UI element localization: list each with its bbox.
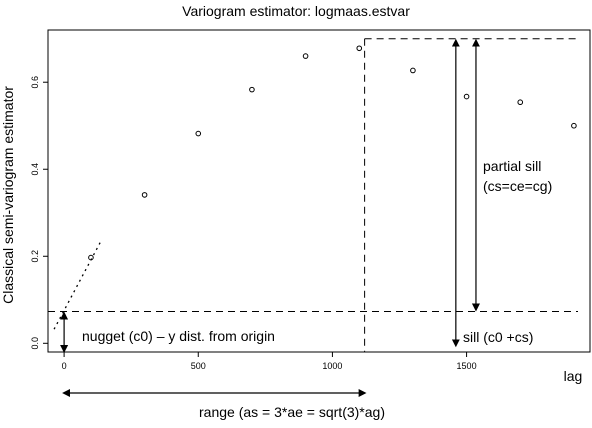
sill-annotation: sill (c0 +cs) — [463, 329, 533, 345]
data-point — [141, 192, 148, 198]
range-annotation: range (as = 3*ae = sqrt(3)*ag) — [199, 404, 385, 420]
data-point — [410, 67, 416, 74]
data-points — [88, 45, 577, 261]
axes: 0 500 1000 1500 0.0 0.2 0.4 0.6 — [30, 76, 477, 371]
chart-title: Variogram estimator: logmaas.estvar — [182, 3, 410, 19]
data-point — [195, 130, 202, 137]
y-tick-label: 0.6 — [30, 76, 40, 89]
guide-lines — [48, 38, 578, 352]
data-point — [356, 45, 363, 52]
data-point — [302, 53, 309, 59]
data-point — [571, 122, 577, 129]
partial-sill-annotation-line2: (cs=ce=cg) — [483, 178, 552, 194]
initial-slope-line — [53, 239, 103, 330]
x-axis-label: lag — [564, 368, 583, 384]
nugget-annotation: nugget (c0) – y dist. from origin — [82, 328, 275, 344]
plot-frame — [47, 29, 591, 353]
annotation-arrows — [60, 38, 480, 397]
data-point — [463, 93, 470, 100]
x-tick-label: 1500 — [457, 361, 477, 371]
y-tick-label: 0.0 — [30, 337, 40, 350]
y-axis-label: Classical semi-variogram estimator — [0, 86, 16, 304]
data-point — [517, 99, 524, 106]
data-point — [88, 254, 94, 261]
partial-sill-annotation-line1: partial sill — [483, 158, 541, 174]
y-tick-label: 0.2 — [30, 250, 40, 263]
x-tick-label: 0 — [62, 361, 67, 371]
data-point — [249, 86, 255, 93]
x-tick-label: 1000 — [322, 361, 342, 371]
y-tick-label: 0.4 — [30, 163, 40, 176]
x-tick-label: 500 — [191, 361, 206, 371]
